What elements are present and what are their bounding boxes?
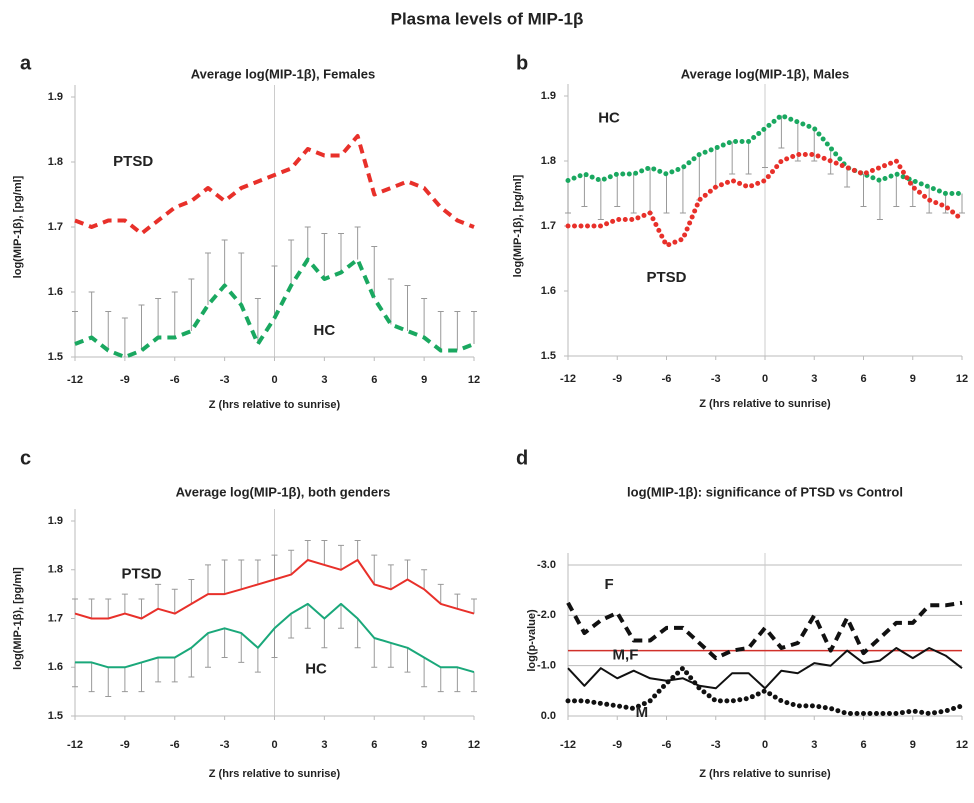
y-tick-label: 1.6 — [541, 285, 556, 297]
y-tick-label: -1.0 — [537, 660, 556, 672]
y-axis-label: log(MIP-1β), [pg/ml] — [12, 175, 24, 278]
x-axis-label: Z (hrs relative to sunrise) — [699, 398, 831, 410]
x-tick-label: -12 — [560, 373, 576, 385]
x-tick-label: -6 — [170, 739, 180, 751]
x-tick-label: 9 — [910, 373, 916, 385]
x-tick-label: -12 — [67, 739, 83, 751]
x-tick-label: -9 — [120, 739, 130, 751]
series-line — [567, 647, 963, 690]
x-axis-label: Z (hrs relative to sunrise) — [699, 768, 831, 780]
x-axis-label: Z (hrs relative to sunrise) — [209, 768, 341, 780]
chart-title: Average log(MIP-1β), Males — [681, 66, 850, 81]
y-tick-label: 1.8 — [541, 155, 556, 167]
panel-letter: b — [516, 52, 528, 74]
x-tick-label: -3 — [220, 374, 230, 386]
chart-title: Average log(MIP-1β), Females — [191, 66, 375, 81]
y-axis-label: log(p-value) — [526, 609, 538, 672]
x-tick-label: 6 — [371, 374, 377, 386]
x-tick-label: -3 — [711, 373, 721, 385]
series-line — [565, 113, 965, 196]
y-axis-label: log(MIP-1β), [pg/ml] — [512, 174, 524, 277]
x-tick-label: 0 — [762, 739, 768, 751]
series-label: HC — [314, 322, 336, 339]
x-tick-label: 12 — [468, 374, 480, 386]
y-tick-label: 1.5 — [48, 351, 63, 363]
x-axis-label: Z (hrs relative to sunrise) — [209, 399, 341, 411]
x-tick-label: 12 — [468, 739, 480, 751]
y-tick-label: 1.6 — [48, 661, 63, 673]
x-tick-label: 6 — [371, 739, 377, 751]
y-tick-label: 1.8 — [48, 564, 63, 576]
y-tick-label: 1.8 — [48, 156, 63, 168]
x-tick-label: -9 — [120, 374, 130, 386]
y-tick-label: 1.7 — [48, 612, 63, 624]
x-tick-label: 0 — [271, 374, 277, 386]
y-tick-label: 1.5 — [541, 350, 556, 362]
figure-title: Plasma levels of MIP-1β — [391, 9, 584, 28]
x-tick-label: -12 — [560, 739, 576, 751]
x-tick-label: 3 — [811, 739, 817, 751]
y-tick-label: 1.5 — [48, 710, 63, 722]
x-tick-label: -3 — [220, 739, 230, 751]
x-tick-label: 3 — [321, 739, 327, 751]
x-tick-label: 0 — [271, 739, 277, 751]
series-label: F — [604, 576, 613, 593]
x-tick-label: 6 — [860, 739, 866, 751]
panel-letter: a — [20, 52, 32, 74]
x-tick-label: 9 — [421, 374, 427, 386]
series-line — [74, 134, 475, 236]
x-tick-label: -6 — [662, 373, 672, 385]
y-tick-label: 1.6 — [48, 286, 63, 298]
x-tick-label: -9 — [612, 739, 622, 751]
y-tick-label: 1.9 — [48, 91, 63, 103]
series-line — [565, 152, 965, 248]
series-label: HC — [598, 110, 620, 127]
series-label: PTSD — [121, 566, 161, 583]
x-tick-label: 12 — [956, 739, 968, 751]
panel-letter: c — [20, 447, 31, 469]
series-line — [74, 257, 475, 359]
x-tick-label: 12 — [956, 373, 968, 385]
y-tick-label: 1.9 — [541, 90, 556, 102]
chart-title: log(MIP-1β): significance of PTSD vs Con… — [627, 484, 903, 499]
series-label: M,F — [613, 647, 639, 664]
series-line — [565, 665, 965, 716]
panel-letter: d — [516, 447, 528, 469]
x-tick-label: 0 — [762, 373, 768, 385]
series-label: M — [636, 704, 649, 721]
x-tick-label: 9 — [421, 739, 427, 751]
x-tick-label: -9 — [612, 373, 622, 385]
x-tick-label: 6 — [860, 373, 866, 385]
x-tick-label: 9 — [910, 739, 916, 751]
y-tick-label: 1.7 — [48, 221, 63, 233]
x-tick-label: -12 — [67, 374, 83, 386]
x-tick-label: 3 — [811, 373, 817, 385]
series-label: PTSD — [113, 153, 153, 170]
series-label: HC — [305, 661, 327, 678]
x-tick-label: -6 — [662, 739, 672, 751]
y-tick-label: -3.0 — [537, 559, 556, 571]
series-line — [75, 602, 475, 674]
y-tick-label: 0.0 — [541, 710, 556, 722]
x-tick-label: -6 — [170, 374, 180, 386]
y-tick-label: 1.9 — [48, 515, 63, 527]
y-tick-label: -2.0 — [537, 609, 556, 621]
y-tick-label: 1.7 — [541, 220, 556, 232]
chart-title: Average log(MIP-1β), both genders — [176, 484, 391, 499]
series-line — [566, 600, 963, 661]
series-line — [74, 559, 475, 620]
y-axis-label: log(MIP-1β), [pg/ml] — [12, 567, 24, 670]
series-label: PTSD — [646, 269, 686, 286]
x-tick-label: 3 — [321, 374, 327, 386]
x-tick-label: -3 — [711, 739, 721, 751]
